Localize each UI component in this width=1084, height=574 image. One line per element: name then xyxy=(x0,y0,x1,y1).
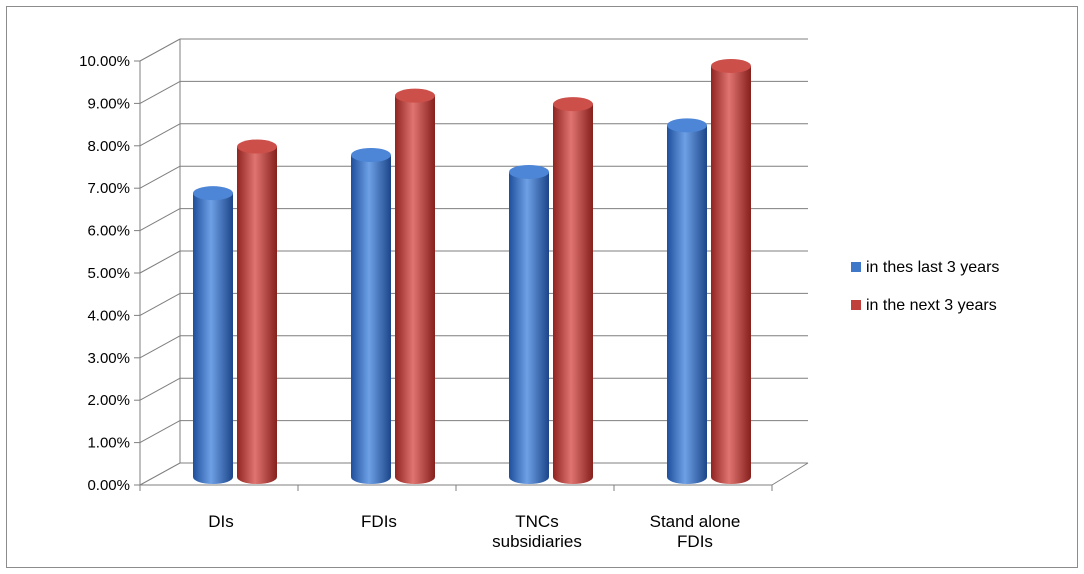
bar-last-3-years-2 xyxy=(509,164,549,484)
y-tick-label: 5.00% xyxy=(87,265,130,282)
gridline-depth xyxy=(139,377,181,401)
x-tick-label: DIs xyxy=(208,512,234,531)
bar-cap xyxy=(509,164,549,179)
y-tick-label: 3.00% xyxy=(87,350,130,367)
y-tick-label: 6.00% xyxy=(87,223,130,240)
bar-cap xyxy=(351,148,391,162)
y-tick-label: 9.00% xyxy=(87,95,130,112)
y-tick-label: 4.00% xyxy=(87,307,130,324)
bar-cap xyxy=(193,186,233,201)
gridline-depth xyxy=(139,80,181,104)
bar-body xyxy=(509,171,549,484)
legend-label: in thes last 3 years xyxy=(866,259,999,276)
legend-swatch xyxy=(851,300,861,310)
y-tick-label: 8.00% xyxy=(87,138,130,155)
bar-body xyxy=(667,125,707,484)
bar-cap xyxy=(553,97,593,112)
gridline-depth xyxy=(139,420,181,444)
y-tick-label: 7.00% xyxy=(87,180,130,197)
bar-body xyxy=(193,193,233,484)
x-tick-label: Stand alone FDIs xyxy=(650,512,741,551)
bar-body xyxy=(237,146,277,484)
gridline-depth xyxy=(139,292,181,316)
bar-next-3-years-1 xyxy=(395,88,435,484)
y-tick-label: 0.00% xyxy=(87,477,130,494)
legend-swatch xyxy=(851,262,861,272)
bar-body xyxy=(711,65,751,485)
gridline-depth xyxy=(139,462,181,486)
gridline-depth xyxy=(139,250,181,274)
y-tick-label: 2.00% xyxy=(87,392,130,409)
y-tick-label: 10.00% xyxy=(79,53,130,70)
floor-right-edge xyxy=(771,462,809,486)
bar-last-3-years-3 xyxy=(667,118,707,484)
legend-label: in the next 3 years xyxy=(866,297,997,314)
bar-cap xyxy=(237,139,277,154)
bar-cap xyxy=(711,58,751,73)
bar-next-3-years-3 xyxy=(711,58,751,485)
gridline-depth xyxy=(139,38,181,62)
gridline-depth xyxy=(139,335,181,359)
x-tick-label: FDIs xyxy=(361,512,397,531)
bar-last-3-years-0 xyxy=(193,186,233,484)
bar-body xyxy=(395,95,435,484)
y-tick-label: 1.00% xyxy=(87,435,130,452)
x-tick-label: TNCs subsidiaries xyxy=(492,512,582,551)
bar-cap xyxy=(395,88,435,103)
gridline-depth xyxy=(139,165,181,189)
gridline-depth xyxy=(139,123,181,147)
bar-body xyxy=(351,155,391,484)
bar-next-3-years-0 xyxy=(237,139,277,484)
bar-body xyxy=(553,104,593,485)
bar-next-3-years-2 xyxy=(553,97,593,485)
gridline-depth xyxy=(139,208,181,232)
bar-last-3-years-1 xyxy=(351,148,391,484)
bar-cap xyxy=(667,118,707,133)
